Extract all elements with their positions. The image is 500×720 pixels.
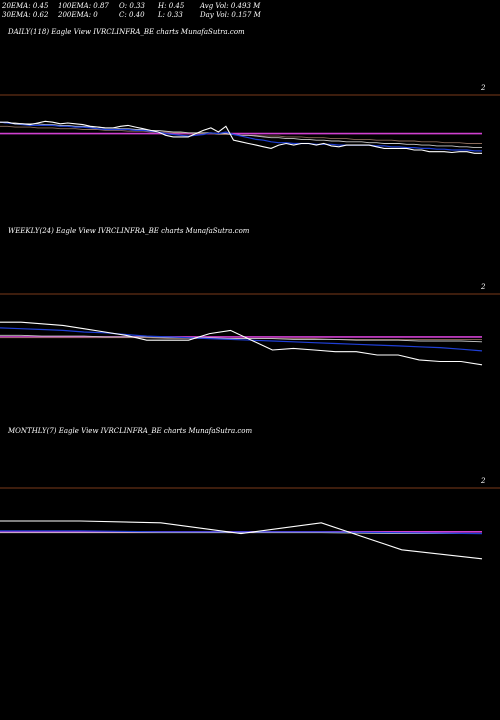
- daily-panel-title: DAILY(118) Eagle View IVRCLINFRA_BE char…: [8, 28, 245, 36]
- ema20-label: 20EMA: 0.45: [2, 2, 49, 10]
- monthly-axis-label: 2: [481, 477, 486, 485]
- indicator-header: 20EMA: 0.45 30EMA: 0.62 100EMA: 0.87 200…: [0, 0, 500, 20]
- panel-0-ema-mid-line: [0, 121, 482, 149]
- avg-vol-label: Avg Vol: 0.493 M: [200, 2, 261, 10]
- weekly-panel-title: WEEKLY(24) Eagle View IVRCLINFRA_BE char…: [8, 227, 250, 235]
- monthly-panel-title: MONTHLY(7) Eagle View IVRCLINFRA_BE char…: [8, 427, 253, 435]
- panel-2-price-line: [0, 520, 483, 560]
- panel-1-ema-short-line: [0, 327, 483, 352]
- daily-axis-label: 2: [481, 84, 486, 92]
- panel-0-price-line: [0, 120, 482, 154]
- close-label: C: 0.40: [119, 11, 145, 19]
- day-vol-label: Day Vol: 0.157 M: [200, 11, 261, 19]
- panel-1-price-line: [0, 321, 483, 366]
- ema200-label: 200EMA: 0: [58, 11, 98, 19]
- ema100-label: 100EMA: 0.87: [58, 2, 109, 10]
- high-label: H: 0.45: [158, 2, 185, 10]
- open-label: O: 0.33: [119, 2, 145, 10]
- ema30-label: 30EMA: 0.62: [2, 11, 49, 19]
- panel-2-ema-short-line: [0, 530, 483, 535]
- panel-1-ema-mid-line: [0, 334, 483, 343]
- low-label: L: 0.33: [158, 11, 183, 19]
- panel-0-ema-short-line: [0, 121, 482, 152]
- panel-2-ema-mid-line: [0, 532, 482, 535]
- weekly-axis-label: 2: [481, 283, 486, 291]
